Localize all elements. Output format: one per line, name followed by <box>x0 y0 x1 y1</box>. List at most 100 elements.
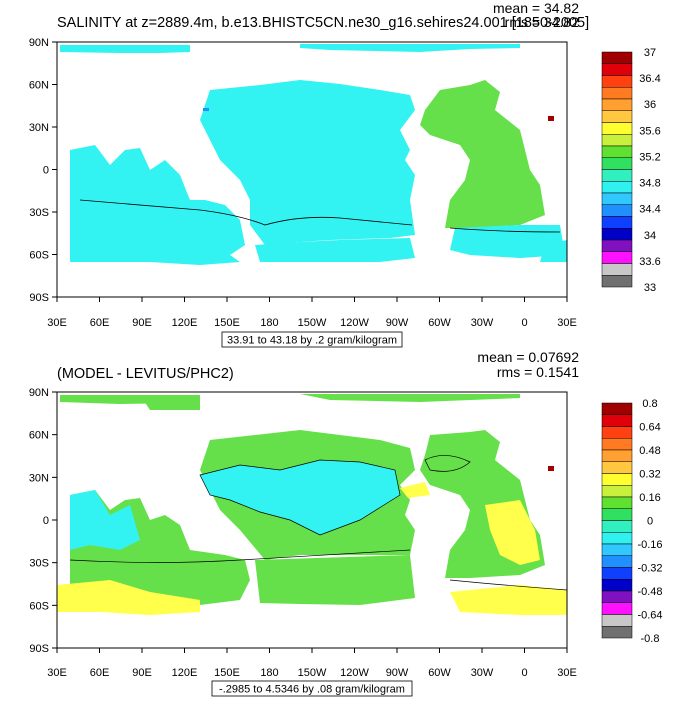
colorbar-swatch <box>601 122 633 135</box>
colorbar-label: 0.64 <box>639 422 660 434</box>
panel-difference: (MODEL - LEVITUS/PHC2) mean = 0.07692 rm… <box>29 349 663 697</box>
lon-tick-label: 30E <box>557 667 577 679</box>
colorbar-label: 36.4 <box>639 73 660 85</box>
lat-tick-label: 90N <box>29 37 49 49</box>
lat-tick-label: 60N <box>29 430 49 442</box>
lon-tick-label: 150W <box>298 667 327 679</box>
lon-tick-label: 30E <box>47 317 67 329</box>
colorbar-swatch <box>601 532 633 545</box>
pacific-cyan-anomaly <box>200 460 400 535</box>
colorbar-label: 34 <box>644 230 656 242</box>
colorbar-swatch <box>601 543 633 556</box>
arctic-ocean-2 <box>300 44 520 52</box>
lat-tick-label: 0 <box>43 515 49 527</box>
colorbar-label: -0.64 <box>637 610 662 622</box>
contour-southern <box>69 549 411 563</box>
colorbar-swatch <box>601 63 633 76</box>
colorbar-label: -0.16 <box>637 539 662 551</box>
lon-tick-label: 60E <box>90 667 110 679</box>
colorbar-swatch <box>601 98 633 111</box>
colorbar-swatch <box>601 438 633 451</box>
colorbar-swatch <box>601 520 633 533</box>
colorbar-label: 35.2 <box>639 151 660 163</box>
colorbar-swatch <box>601 461 633 474</box>
contour-southern-east <box>449 579 568 591</box>
colorbar-label: 36 <box>644 99 656 111</box>
panel1-range-box <box>221 331 403 348</box>
arctic-ocean-1 <box>60 45 190 53</box>
colorbar-label: 34.4 <box>639 204 660 216</box>
colorbar-swatch <box>601 145 633 158</box>
lon-tick-label: 90E <box>132 317 152 329</box>
panel2-range-box <box>211 680 413 697</box>
colorbar-swatch <box>601 473 633 486</box>
colorbar-swatch <box>601 51 633 64</box>
colorbar-swatch <box>601 485 633 498</box>
colorbar-swatch <box>601 204 633 217</box>
colorbar-label: 0.16 <box>639 492 660 504</box>
panel1-title: SALINITY at z=2889.4m, b.e13.BHISTC5CN.n… <box>57 15 589 31</box>
lon-tick-label: 120W <box>340 317 369 329</box>
lon-tick-label: 90E <box>132 667 152 679</box>
panel2-map <box>56 391 568 649</box>
lat-tick-label: 90N <box>29 387 49 399</box>
southern-ocean-atlantic <box>450 225 565 258</box>
panel2-rms: rms = 0.1541 <box>497 364 579 380</box>
lon-tick-label: 0 <box>521 317 527 329</box>
colorbar-swatch <box>601 251 633 264</box>
arctic-green-3 <box>300 394 520 402</box>
panel2-mean: mean = 0.07692 <box>477 349 579 365</box>
lat-tick-label: 90S <box>29 643 49 655</box>
colorbar-swatch <box>601 567 633 580</box>
lon-tick-label: 120E <box>172 667 198 679</box>
panel2-title: (MODEL - LEVITUS/PHC2) <box>57 366 234 382</box>
panel1-colorbar: 37 36.4 36 35.6 35.2 34.8 34.4 34 33.6 33 <box>601 47 661 294</box>
colorbar-swatch <box>601 496 633 509</box>
lat-tick-label: 60N <box>29 80 49 92</box>
lon-tick-label: 30E <box>47 667 67 679</box>
colorbar-swatch <box>601 626 633 639</box>
lon-tick-label: 120E <box>172 317 198 329</box>
lon-tick-label: 0 <box>521 667 527 679</box>
lon-tick-label: 120W <box>340 667 369 679</box>
red-sea-spot <box>203 108 209 111</box>
colorbar-swatch <box>601 134 633 147</box>
panel1-range: 33.91 to 43.18 by .2 gram/kilogram <box>227 335 397 347</box>
panel1-lat-axis: 90N 60N 30N 0 30S 60S 90S <box>29 37 57 304</box>
colorbar-swatch <box>601 263 633 276</box>
colorbar-swatch <box>601 239 633 252</box>
southern-yellow-east <box>450 585 567 615</box>
gulf-yellow <box>400 482 430 498</box>
southern-green-pacific <box>255 555 415 605</box>
colorbar-swatch <box>601 181 633 194</box>
colorbar-label: -0.48 <box>637 586 662 598</box>
lon-tick-label: 30W <box>471 667 494 679</box>
indian-ocean <box>70 145 245 265</box>
atlantic-ocean <box>420 80 545 228</box>
lat-tick-label: 30N <box>29 122 49 134</box>
colorbar-label: 34.8 <box>639 178 660 190</box>
colorbar-label: 37 <box>644 47 656 59</box>
colorbar-swatch <box>601 110 633 123</box>
panel2-lon-axis: 30E 60E 90E 120E 150E 180 150W 120W 90W 60W 30W 0 30… <box>47 648 577 679</box>
colorbar-swatch <box>601 157 633 170</box>
colorbar-swatch <box>601 192 633 205</box>
panel2-range: -.2985 to 4.5346 by .08 gram/kilogram <box>219 684 405 696</box>
lat-tick-label: 30S <box>29 558 49 570</box>
arctic-green-2 <box>140 395 200 410</box>
contour-north-atlantic <box>424 455 471 472</box>
colorbar-swatch <box>601 402 633 415</box>
med-hotspot <box>548 116 554 121</box>
lat-tick-label: 60S <box>29 600 49 612</box>
panel-salinity: SALINITY at z=2889.4m, b.e13.BHISTC5CN.n… <box>29 0 661 348</box>
contour-pacific <box>199 459 401 536</box>
indian-cyan-anomaly <box>70 490 140 550</box>
colorbar-swatch <box>601 275 633 288</box>
panel1-lon-axis: 30E 60E 90E 120E 150E 180 150W 120W 90W 60W 30W 0 30… <box>47 297 577 329</box>
panel1-map <box>56 41 568 298</box>
colorbar-swatch <box>601 87 633 100</box>
southern-ocean-east <box>540 240 567 262</box>
med-hotspot-2 <box>548 466 554 471</box>
